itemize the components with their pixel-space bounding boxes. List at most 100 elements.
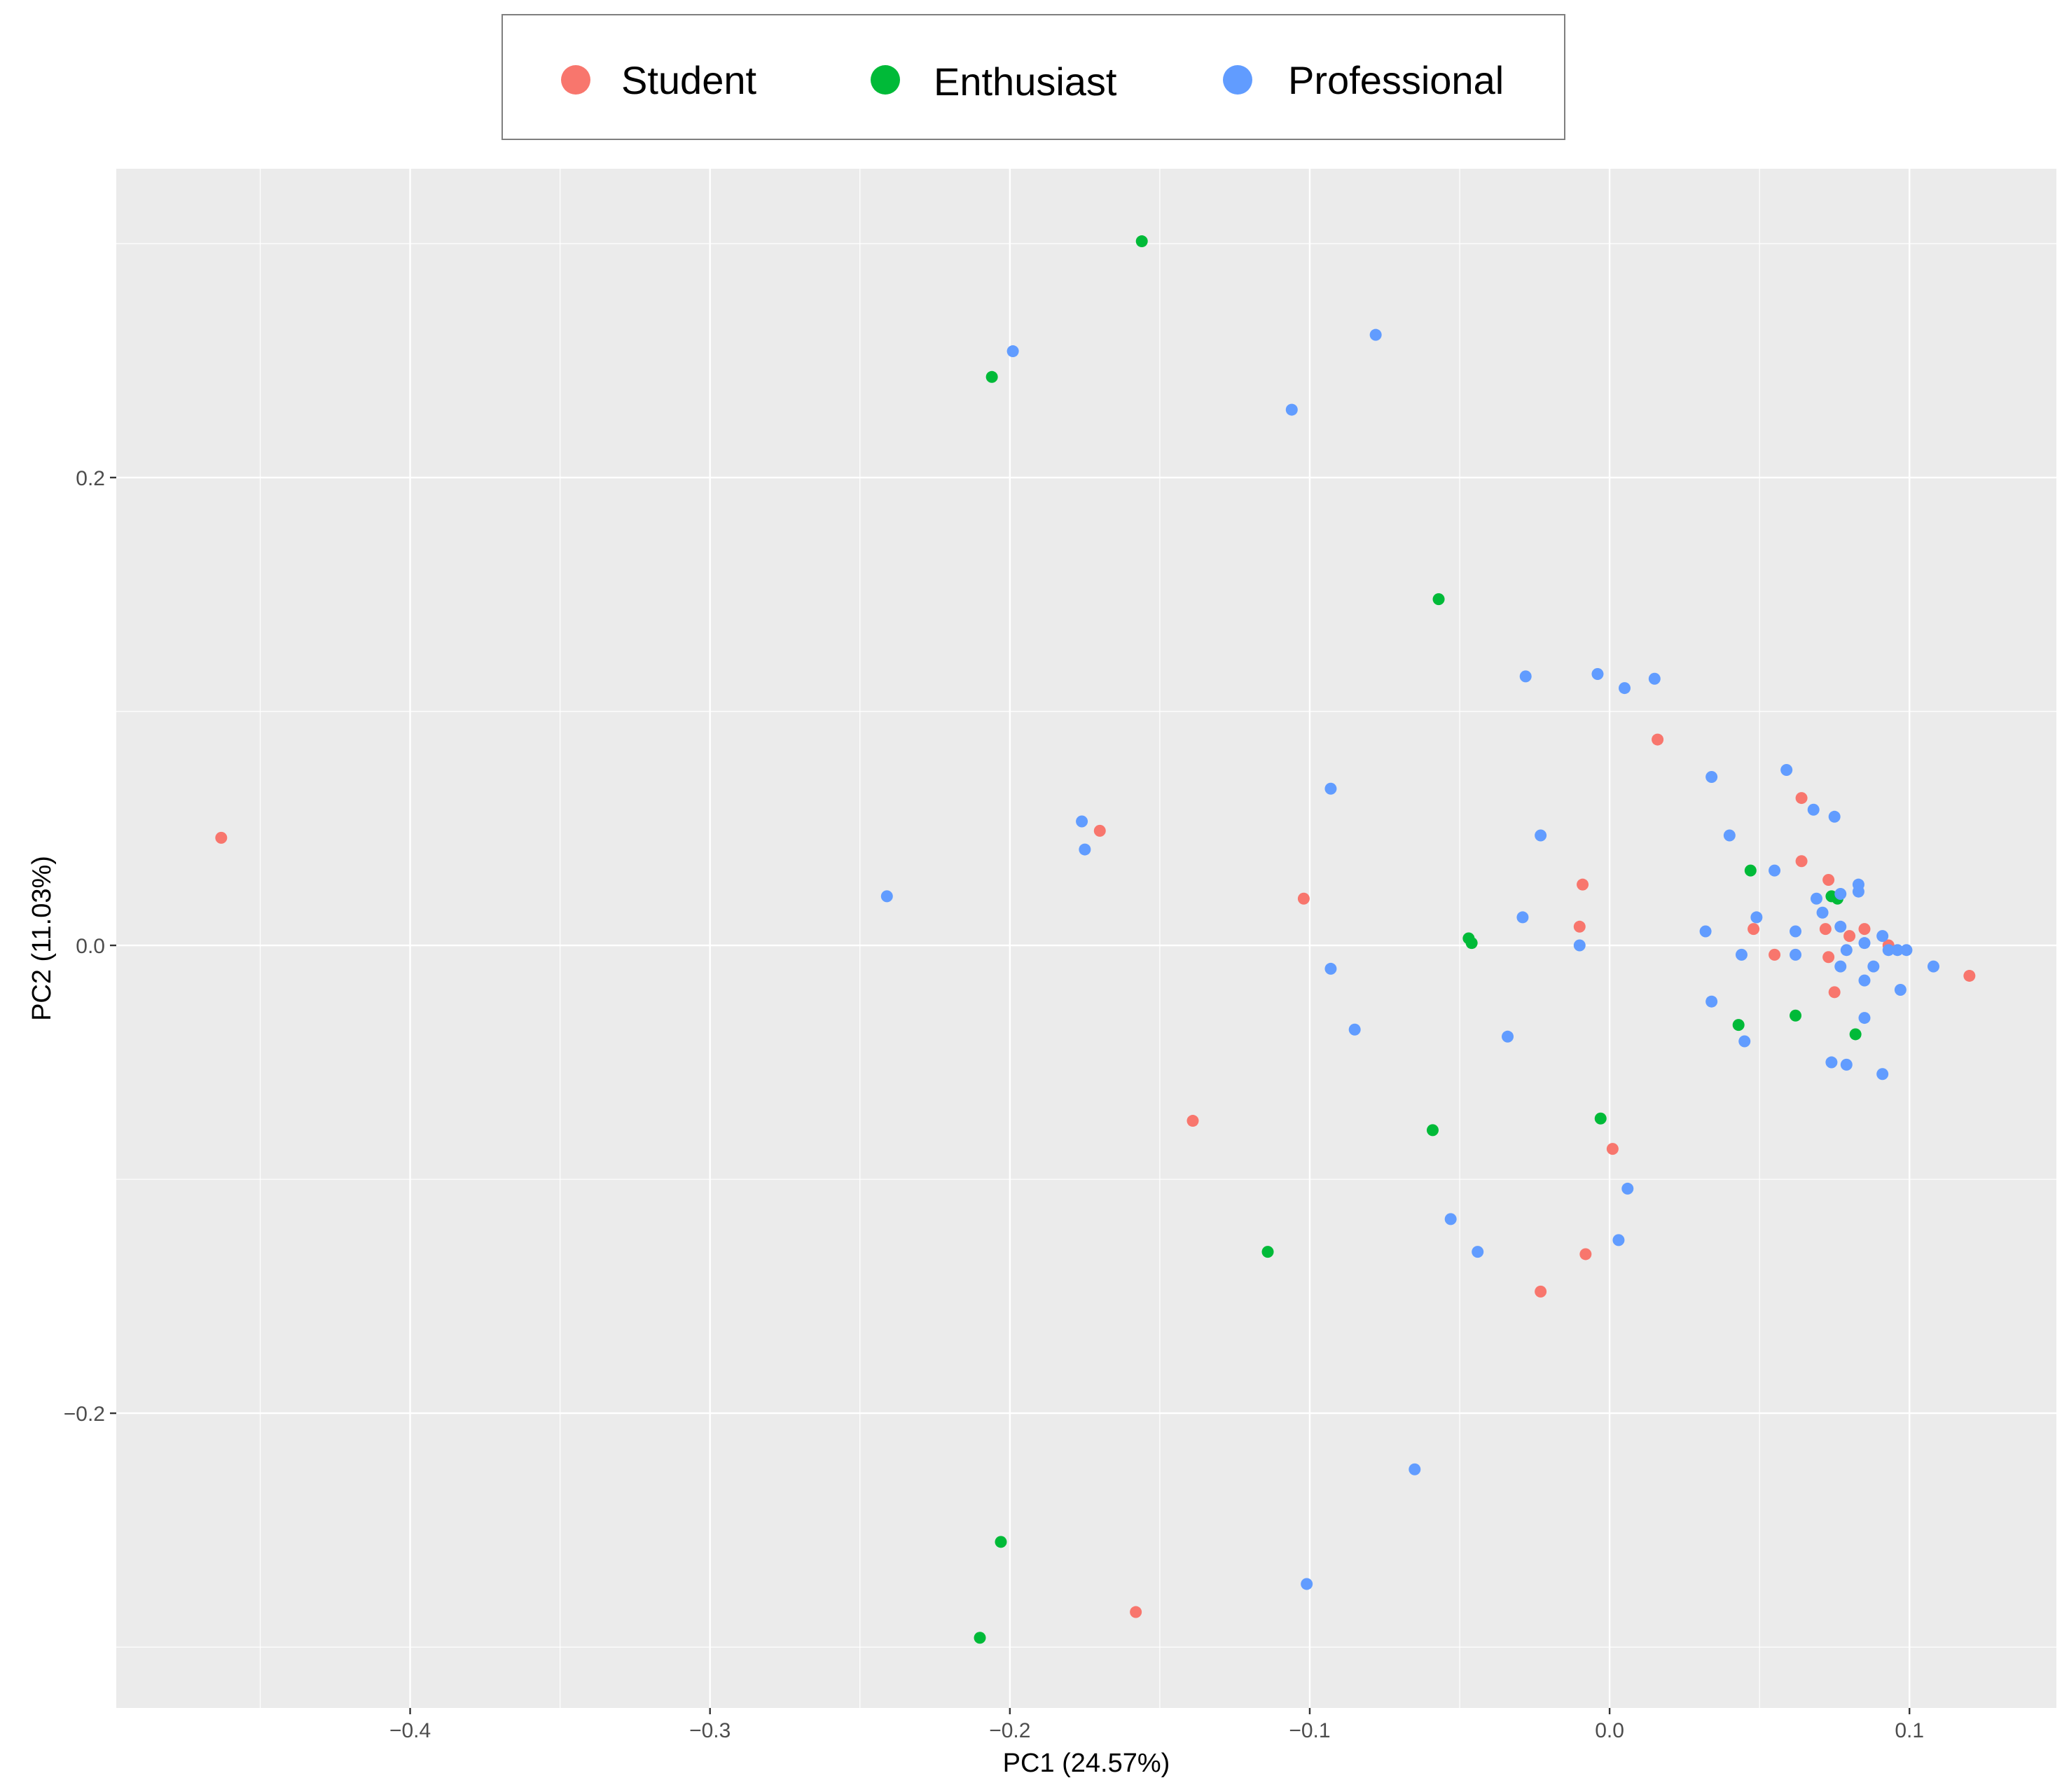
point-professional: [1834, 888, 1847, 901]
point-professional: [1825, 1056, 1838, 1069]
point-student: [215, 831, 228, 844]
point-professional: [1834, 960, 1847, 973]
point-student: [1822, 951, 1835, 964]
point-enthusiast: [1594, 1112, 1607, 1125]
legend-box: [501, 14, 1565, 140]
x-tick-label: 0.0: [1595, 1719, 1624, 1742]
x-tick-label: −0.4: [389, 1719, 431, 1742]
point-professional: [1324, 782, 1337, 795]
point-professional: [1735, 948, 1748, 961]
point-professional: [1705, 995, 1718, 1008]
point-student: [1606, 1143, 1619, 1155]
point-professional: [1876, 1068, 1889, 1081]
point-enthusiast: [1744, 864, 1757, 877]
legend-key-enthusiast: [871, 65, 900, 95]
x-tick-label: −0.2: [989, 1719, 1030, 1742]
point-enthusiast: [1732, 1019, 1745, 1032]
point-professional: [1502, 1030, 1514, 1043]
point-professional: [1927, 960, 1939, 973]
point-enthusiast: [1426, 1124, 1439, 1137]
plot-panel: [116, 169, 2056, 1708]
point-professional: [1790, 948, 1802, 961]
point-enthusiast: [995, 1536, 1007, 1548]
point-professional: [1840, 944, 1853, 957]
point-professional: [1369, 328, 1382, 341]
point-professional: [1621, 1182, 1634, 1195]
point-professional: [1840, 1058, 1853, 1071]
legend-key-professional: [1223, 65, 1252, 95]
point-professional: [1723, 829, 1736, 842]
point-professional: [1285, 403, 1298, 416]
x-axis: −0.4 −0.3 −0.2 −0.1 0.0 0.1: [389, 1708, 1924, 1742]
point-enthusiast: [985, 370, 998, 383]
point-professional: [1858, 974, 1871, 987]
point-professional: [1867, 960, 1880, 973]
point-professional: [1519, 670, 1532, 683]
y-tick-label: −0.2: [64, 1403, 105, 1426]
point-professional: [1301, 1578, 1313, 1590]
point-professional: [1894, 983, 1907, 996]
point-professional: [1858, 937, 1871, 950]
point-student: [1297, 892, 1310, 905]
point-professional: [1790, 925, 1802, 938]
minor-gridlines: [116, 169, 2056, 1708]
legend-label-enthusiast: Enthusiast: [934, 60, 1117, 104]
point-professional: [1816, 906, 1829, 919]
point-professional: [1006, 345, 1019, 358]
point-professional: [1858, 1012, 1871, 1025]
point-professional: [1516, 911, 1529, 924]
point-enthusiast: [1465, 937, 1478, 950]
point-professional: [1648, 672, 1661, 685]
point-student: [1186, 1115, 1199, 1127]
point-enthusiast: [974, 1632, 986, 1644]
point-student: [1828, 986, 1841, 999]
point-student: [1577, 878, 1589, 891]
point-professional: [1472, 1246, 1484, 1258]
point-student: [1769, 948, 1781, 961]
point-enthusiast: [1135, 235, 1148, 248]
point-professional: [1591, 668, 1604, 681]
point-student: [1652, 733, 1664, 746]
x-tick-label: 0.1: [1895, 1719, 1924, 1742]
y-axis: −0.2 0.0 0.2: [64, 467, 116, 1426]
point-student: [1579, 1248, 1592, 1260]
x-tick-label: −0.3: [689, 1719, 731, 1742]
point-professional: [1810, 892, 1822, 905]
point-enthusiast: [1790, 1009, 1802, 1022]
point-professional: [1705, 771, 1718, 784]
point-professional: [1900, 944, 1913, 957]
point-student: [1795, 855, 1808, 868]
point-professional: [1828, 810, 1841, 823]
point-student: [1573, 920, 1586, 933]
point-enthusiast: [1261, 1246, 1274, 1258]
legend-label-professional: Professional: [1288, 58, 1504, 102]
point-professional: [1699, 925, 1712, 938]
point-professional: [1738, 1035, 1751, 1048]
point-professional: [1807, 803, 1820, 816]
point-student: [1130, 1606, 1142, 1618]
point-professional: [1444, 1213, 1457, 1225]
point-professional: [1348, 1023, 1361, 1036]
legend-label-student: Student: [621, 58, 756, 102]
point-professional: [1891, 944, 1904, 957]
point-professional: [1535, 829, 1547, 842]
point-student: [1748, 923, 1760, 936]
point-professional: [1780, 763, 1793, 776]
point-professional: [1852, 878, 1864, 891]
y-axis-title: PC2 (11.03%): [27, 856, 57, 1021]
data-points: [215, 235, 1976, 1644]
point-student: [1819, 923, 1832, 936]
point-student: [1858, 923, 1871, 936]
x-tick-label: −0.1: [1289, 1719, 1330, 1742]
point-student: [1822, 873, 1835, 886]
point-professional: [1076, 815, 1088, 828]
legend-key-student: [561, 65, 590, 95]
point-professional: [1573, 939, 1586, 952]
point-professional: [1750, 911, 1763, 924]
point-professional: [1876, 930, 1889, 943]
point-student: [1963, 969, 1976, 982]
point-student: [1535, 1285, 1547, 1298]
point-professional: [880, 890, 893, 903]
point-enthusiast: [1849, 1028, 1862, 1041]
